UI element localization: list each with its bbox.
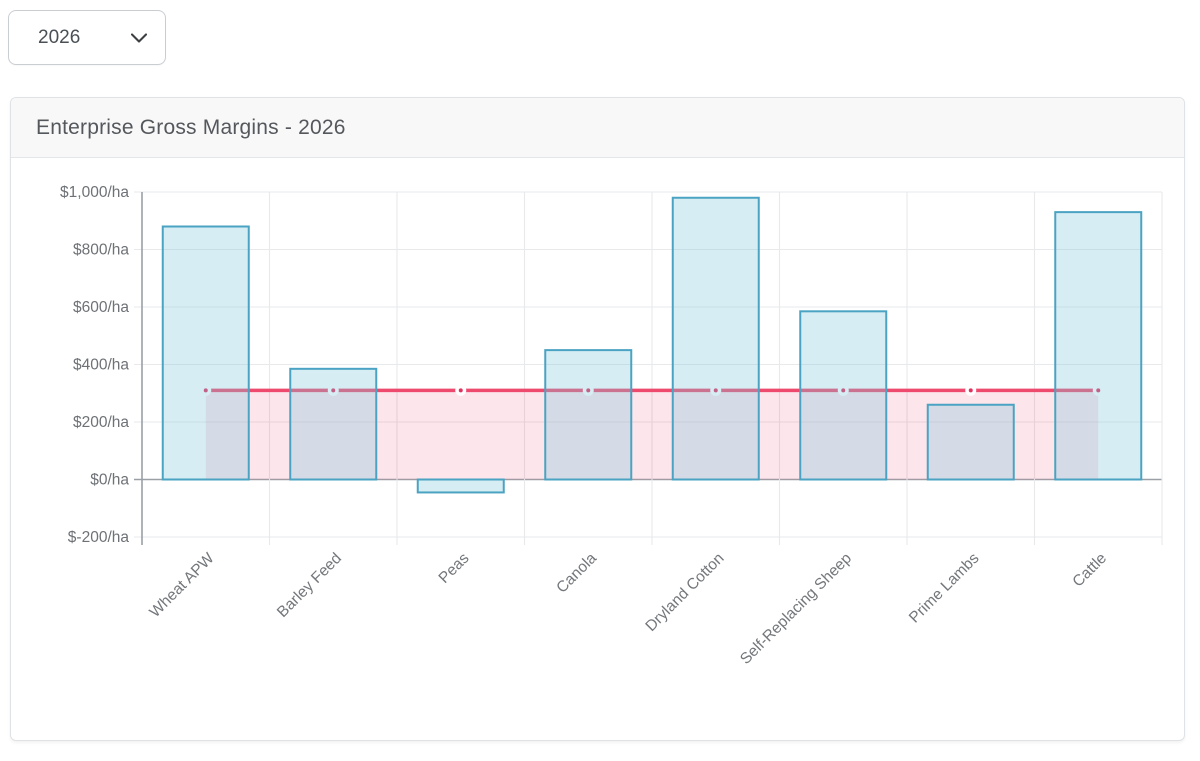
x-tick-label-self-replacing-sheep: Self-Replacing Sheep	[737, 550, 855, 668]
year-select[interactable]: 2026	[8, 10, 166, 65]
line-point[interactable]	[1096, 388, 1101, 393]
line-point[interactable]	[458, 388, 463, 393]
y-tick-label: $0/ha	[90, 472, 129, 489]
bar-self-replacing-sheep[interactable]	[799, 310, 888, 481]
x-tick-label-barley-feed: Barley Feed	[274, 550, 345, 621]
y-tick-label: $600/ha	[73, 299, 129, 316]
line-point[interactable]	[203, 388, 208, 393]
chevron-down-icon	[131, 32, 147, 43]
bar-canola[interactable]	[544, 349, 633, 481]
card-header: Enterprise Gross Margins - 2026	[11, 98, 1184, 158]
bar-wheat-apw[interactable]	[161, 225, 250, 481]
y-tick-label: $400/ha	[73, 357, 129, 374]
x-tick-label-cattle: Cattle	[1069, 550, 1110, 591]
line-point[interactable]	[331, 388, 336, 393]
year-select-value: 2026	[38, 26, 81, 48]
line-point[interactable]	[586, 388, 591, 393]
gross-margins-card: Enterprise Gross Margins - 2026 $1,000/h…	[10, 97, 1185, 741]
x-tick-label-prime-lambs: Prime Lambs	[906, 550, 983, 627]
y-tick-label: $200/ha	[73, 414, 129, 431]
bar-peas[interactable]	[416, 478, 505, 494]
bar-barley-feed[interactable]	[289, 367, 378, 481]
y-tick-label: $800/ha	[73, 242, 129, 259]
x-tick-label-peas: Peas	[436, 550, 473, 587]
x-tick-label-canola: Canola	[553, 550, 600, 597]
bar-prime-lambs[interactable]	[926, 403, 1015, 481]
x-tick-label-dryland-cotton: Dryland Cotton	[642, 550, 727, 635]
y-tick-label: $1,000/ha	[60, 184, 129, 201]
chart-title: Enterprise Gross Margins - 2026	[36, 115, 346, 139]
line-point[interactable]	[968, 388, 973, 393]
chart-area: $1,000/ha $800/ha $600/ha $400/ha $200/ha $0/…	[11, 158, 1184, 718]
bar-cattle[interactable]	[1054, 211, 1143, 481]
x-tick-label-wheat-apw: Wheat APW	[146, 550, 217, 621]
y-tick-label: $-200/ha	[68, 529, 130, 546]
line-point[interactable]	[713, 388, 718, 393]
line-point[interactable]	[841, 388, 846, 393]
bar-dryland-cotton[interactable]	[671, 196, 760, 481]
gross-margins-chart[interactable]: $1,000/ha $800/ha $600/ha $400/ha $200/ha $0/…	[11, 158, 1184, 718]
